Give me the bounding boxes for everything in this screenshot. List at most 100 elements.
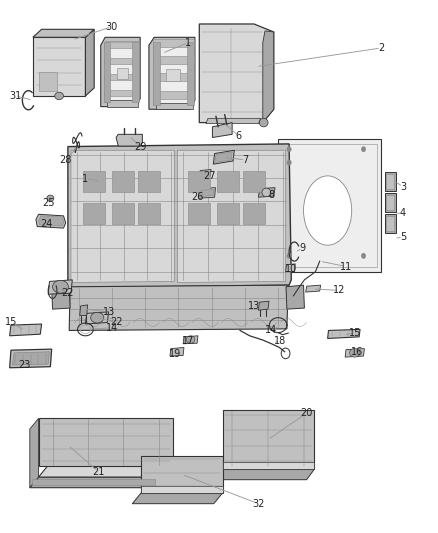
Polygon shape [36, 214, 66, 228]
Text: 3: 3 [400, 182, 406, 191]
Text: 14: 14 [106, 323, 118, 333]
Polygon shape [32, 479, 155, 485]
Polygon shape [68, 144, 291, 288]
Text: 7: 7 [242, 155, 248, 165]
Text: 15: 15 [5, 318, 17, 327]
Polygon shape [263, 31, 274, 123]
Ellipse shape [361, 253, 366, 259]
Polygon shape [386, 195, 394, 210]
Polygon shape [386, 216, 394, 231]
Text: 17: 17 [182, 336, 194, 346]
Polygon shape [39, 72, 57, 91]
Text: 1: 1 [185, 38, 191, 47]
Polygon shape [48, 280, 72, 294]
Ellipse shape [304, 176, 352, 245]
Polygon shape [141, 486, 223, 493]
Polygon shape [132, 493, 223, 504]
Polygon shape [386, 174, 394, 189]
Text: 22: 22 [62, 288, 74, 298]
Polygon shape [138, 171, 160, 192]
Ellipse shape [361, 147, 366, 152]
Polygon shape [80, 305, 88, 316]
Ellipse shape [259, 118, 268, 127]
Polygon shape [286, 264, 295, 272]
Text: 14: 14 [265, 326, 278, 335]
Ellipse shape [53, 280, 68, 293]
Polygon shape [153, 39, 194, 47]
Text: 10: 10 [285, 264, 297, 274]
Polygon shape [198, 188, 215, 198]
Polygon shape [200, 189, 214, 197]
Polygon shape [258, 188, 275, 197]
Polygon shape [71, 150, 174, 282]
Text: 28: 28 [60, 155, 72, 165]
Text: 11: 11 [340, 262, 352, 271]
Ellipse shape [350, 349, 360, 357]
Polygon shape [243, 171, 265, 192]
Polygon shape [153, 56, 194, 64]
Polygon shape [132, 42, 139, 102]
Polygon shape [206, 118, 261, 124]
Text: 19: 19 [169, 350, 181, 359]
Text: 12: 12 [333, 286, 346, 295]
Text: 22: 22 [110, 318, 122, 327]
Polygon shape [156, 103, 193, 109]
Polygon shape [85, 29, 94, 96]
Polygon shape [166, 69, 180, 81]
Ellipse shape [186, 336, 195, 343]
Polygon shape [213, 150, 234, 164]
Text: 21: 21 [92, 467, 105, 477]
Polygon shape [214, 469, 314, 480]
Polygon shape [83, 171, 105, 192]
Text: 24: 24 [40, 219, 52, 229]
Ellipse shape [91, 312, 104, 323]
Polygon shape [104, 42, 110, 102]
Text: 18: 18 [274, 336, 286, 346]
Polygon shape [33, 29, 94, 37]
Text: 13: 13 [248, 302, 260, 311]
Text: 5: 5 [400, 232, 406, 242]
Polygon shape [69, 285, 288, 330]
Polygon shape [385, 193, 396, 212]
Polygon shape [138, 203, 160, 224]
Text: 13: 13 [103, 307, 116, 317]
Polygon shape [283, 144, 377, 266]
Text: 9: 9 [299, 243, 305, 253]
Polygon shape [85, 312, 109, 324]
Polygon shape [306, 285, 321, 292]
Ellipse shape [47, 195, 54, 201]
Text: 8: 8 [268, 190, 275, 199]
Polygon shape [104, 42, 139, 48]
Polygon shape [39, 418, 173, 466]
Text: 30: 30 [106, 22, 118, 31]
Text: 31: 31 [9, 91, 21, 101]
Polygon shape [153, 74, 194, 82]
Polygon shape [153, 42, 160, 105]
Text: 15: 15 [349, 328, 361, 338]
Text: 29: 29 [134, 142, 146, 151]
Polygon shape [187, 42, 194, 105]
Polygon shape [199, 169, 211, 177]
Polygon shape [39, 466, 173, 477]
Text: 27: 27 [203, 171, 215, 181]
Ellipse shape [55, 92, 64, 100]
Polygon shape [12, 352, 49, 365]
Polygon shape [215, 152, 232, 163]
Polygon shape [223, 462, 314, 469]
Ellipse shape [287, 147, 291, 152]
Polygon shape [183, 336, 198, 344]
Text: 6: 6 [236, 131, 242, 141]
Polygon shape [153, 42, 194, 105]
Ellipse shape [287, 253, 291, 259]
Polygon shape [345, 349, 364, 357]
Polygon shape [385, 172, 396, 191]
Polygon shape [112, 203, 134, 224]
Polygon shape [30, 477, 164, 488]
Polygon shape [278, 139, 381, 272]
Text: 20: 20 [300, 408, 313, 418]
Text: 32: 32 [252, 499, 265, 508]
Polygon shape [107, 100, 138, 107]
Polygon shape [153, 91, 194, 99]
Polygon shape [83, 203, 105, 224]
Polygon shape [117, 68, 128, 79]
